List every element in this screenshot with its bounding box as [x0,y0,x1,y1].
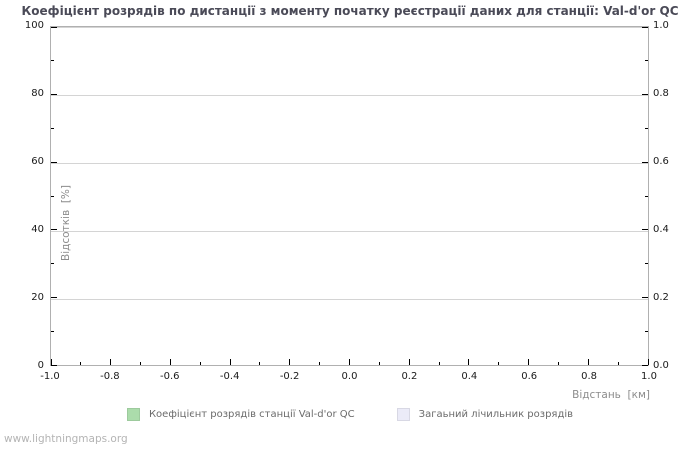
gridline [51,95,648,96]
x-major-tick [528,359,530,365]
y-right-tick-label: 0.2 [653,292,669,303]
x-minor-tick [140,362,142,365]
y-left-tick-label: 40 [31,224,44,235]
gridline [51,27,648,28]
y-left-minor-tick [51,60,54,62]
x-minor-tick [199,362,201,365]
x-tick-label: -0.8 [100,371,120,382]
x-minor-tick [259,362,261,365]
y-left-tick-label: 0 [37,360,44,371]
y-left-tick-label: 80 [31,88,44,99]
x-major-tick [647,359,649,365]
x-minor-tick [319,362,321,365]
x-tick-label: 0.4 [461,371,478,382]
legend-item-total: Загаьний лічильник розрядів [396,408,574,421]
legend-label-total: Загаьний лічильник розрядів [418,409,574,420]
y-left-major-tick [51,94,57,96]
x-tick-label: -1.0 [40,371,60,382]
x-tick-label: 1.0 [641,371,657,382]
y-left-tick-label: 20 [31,292,44,303]
x-tick-label: 0.8 [581,371,598,382]
x-tick-label: -0.2 [279,371,300,382]
y-left-major-tick [51,161,57,163]
x-tick-label: 0.6 [521,371,538,382]
x-minor-tick [498,362,500,365]
x-minor-tick [80,362,82,365]
y-right-major-tick [642,26,648,28]
y-left-minor-tick [51,195,54,197]
x-major-tick [587,359,589,365]
y-right-minor-tick [645,195,648,197]
x-minor-tick [557,362,559,365]
x-major-tick [50,359,52,365]
y-left-major-tick [51,364,57,366]
plot-area: Відсотків [%] Кількість [50,26,649,366]
watermark-link[interactable]: www.lightningmaps.org [4,433,128,445]
chart-title: Коефіцієнт розрядів по дистанції з момен… [21,4,679,18]
y-right-major-tick [642,296,648,298]
x-tick-label: -0.4 [219,371,240,382]
y-left-major-tick [51,26,57,28]
x-tick-label: 0.0 [341,371,358,382]
y-left-major-tick [51,229,57,231]
gridline [51,231,648,232]
gridline [51,299,648,300]
legend-item-ratio: Коефіцієнт розрядів станції Val-d'or QC [126,408,355,421]
y-right-tick-label: 1.0 [653,20,669,31]
y-right-major-tick [642,94,648,96]
y-right-major-tick [642,161,648,163]
legend: Коефіцієнт розрядів станції Val-d'or QC … [0,408,700,421]
y-right-major-tick [642,229,648,231]
x-major-tick [349,359,350,365]
y-left-major-tick [51,296,57,298]
y-left-minor-tick [51,330,54,332]
y-left-tick-label: 100 [24,20,44,31]
y-left-axis-title: Відсотків [%] [60,185,72,261]
x-major-tick [169,359,171,365]
x-major-tick [408,359,410,365]
x-major-tick [110,359,112,365]
x-minor-tick [617,362,619,365]
y-left-tick-label: 60 [31,156,44,167]
x-axis-title: Відстань [км] [572,389,650,401]
x-major-tick [229,359,231,365]
x-tick-label: -0.6 [160,371,180,382]
y-right-minor-tick [645,263,648,265]
x-major-tick [468,359,470,365]
y-left-minor-tick [51,263,54,265]
x-minor-tick [438,362,440,365]
y-right-minor-tick [645,127,648,129]
x-major-tick [289,359,291,365]
legend-swatch-total [396,408,410,421]
x-minor-tick [378,362,380,365]
y-right-tick-label: 0.4 [653,224,669,235]
y-right-tick-label: 0.6 [653,156,669,167]
y-right-major-tick [642,364,648,366]
gridline [51,163,648,164]
y-right-tick-label: 0.0 [653,360,669,371]
legend-label-ratio: Коефіцієнт розрядів станції Val-d'or QC [148,409,355,420]
x-tick-label: 0.2 [401,371,418,382]
legend-swatch-ratio [126,408,140,421]
y-left-minor-tick [51,127,54,129]
y-right-minor-tick [645,330,648,332]
y-right-minor-tick [645,60,648,62]
y-right-tick-label: 0.8 [653,88,669,99]
